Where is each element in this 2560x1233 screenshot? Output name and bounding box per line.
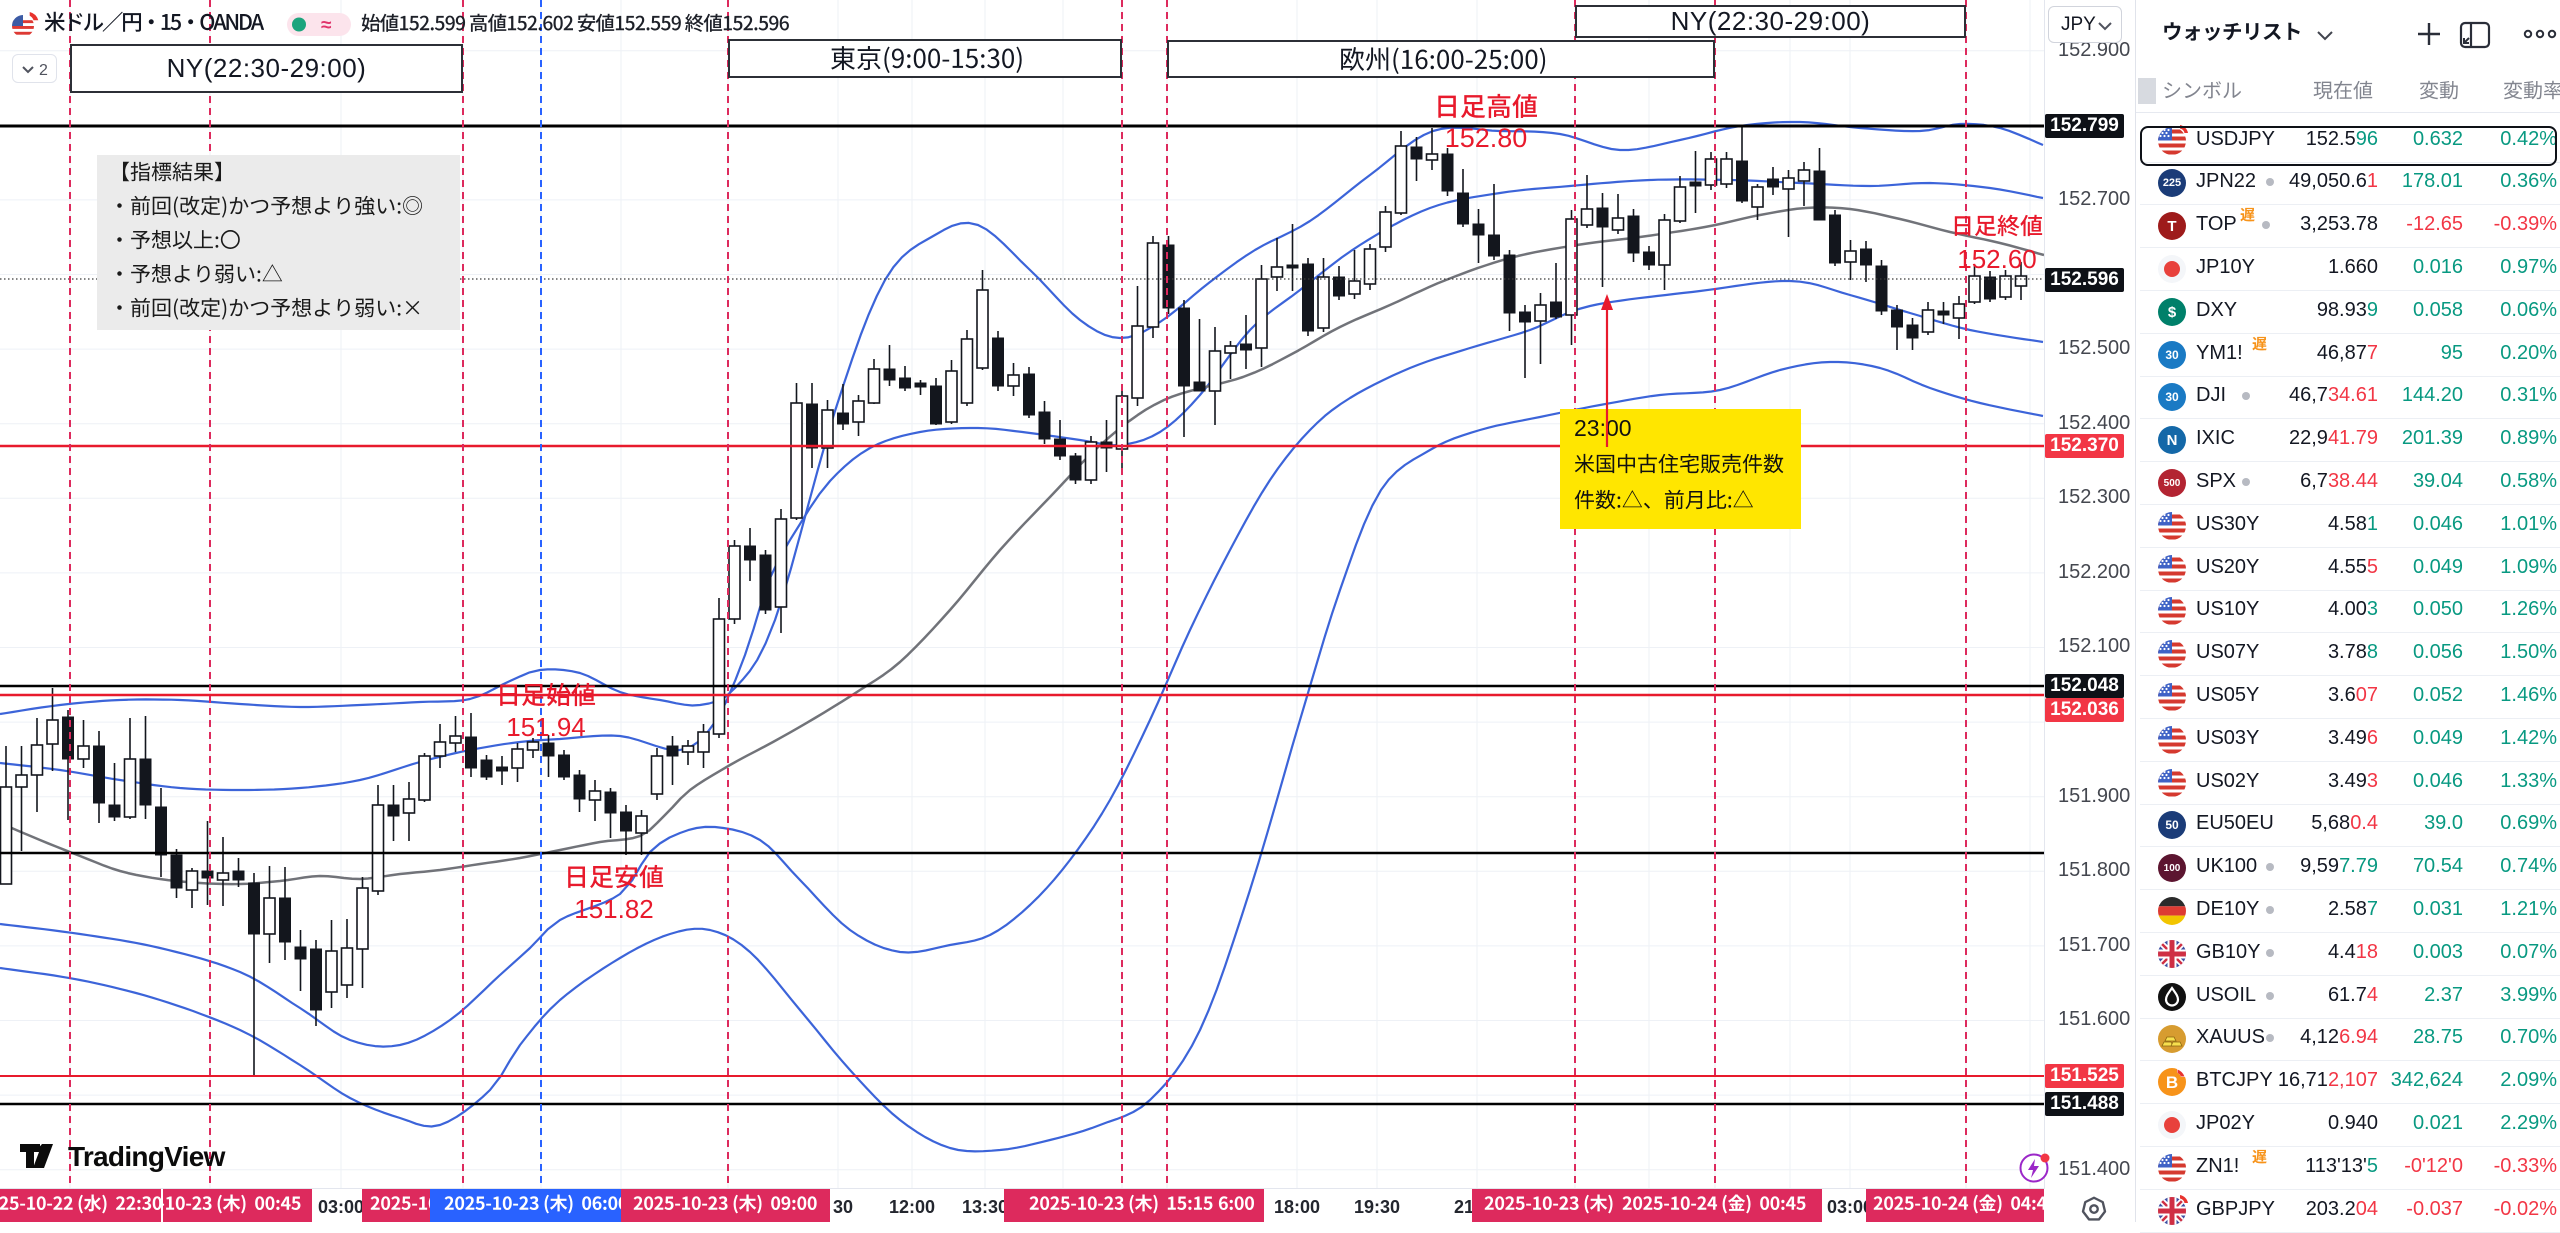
svg-text:2: 2: [39, 62, 48, 79]
svg-text:T: T: [2167, 218, 2176, 235]
svg-text:≈: ≈: [321, 15, 332, 36]
svg-text:B: B: [2166, 1073, 2178, 1092]
svg-text:50: 50: [2165, 818, 2179, 832]
svg-text:30: 30: [2165, 348, 2179, 362]
svg-text:225: 225: [2163, 177, 2181, 189]
svg-text:100: 100: [2164, 863, 2181, 874]
svg-text:TradingView: TradingView: [68, 1141, 226, 1172]
svg-text:N: N: [2167, 432, 2178, 449]
svg-text:500: 500: [2164, 478, 2181, 489]
svg-text:$: $: [2168, 304, 2177, 321]
svg-text:30: 30: [2165, 390, 2179, 404]
